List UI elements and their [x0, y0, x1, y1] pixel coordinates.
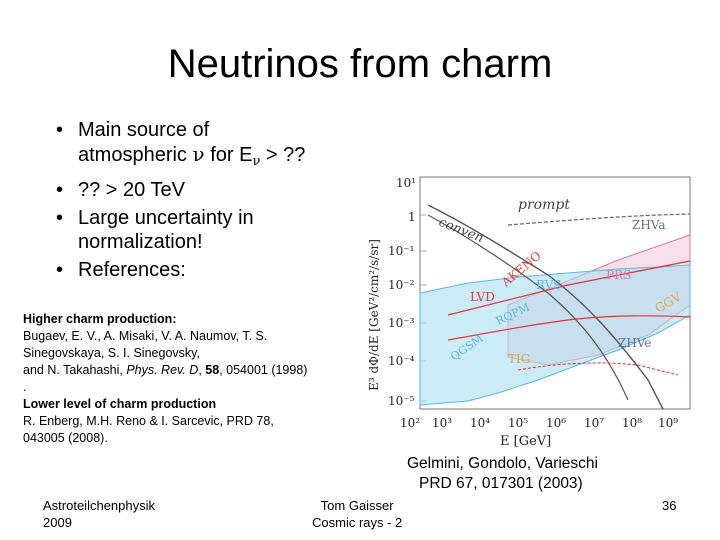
figure-x-tick: 10² — [400, 416, 420, 430]
bullet-text: References: — [78, 259, 186, 281]
figure-y-tick: 10⁻⁵ — [388, 394, 415, 408]
footer-center: Tom Gaisser Cosmic rays - 2 — [312, 497, 402, 531]
journal-volume: 58 — [205, 363, 220, 377]
footer-author: Tom Gaisser — [320, 498, 394, 513]
bullet-item: References: — [48, 258, 368, 282]
nu-symbol: ν — [192, 142, 205, 166]
reference-line: 043005 (2008). — [23, 431, 108, 445]
figure-y-tick: 10¹ — [396, 176, 416, 190]
figure-x-tick: 10⁴ — [470, 416, 490, 430]
label-rvs: RVS — [536, 278, 562, 292]
bullet-text: Large uncertainty in — [78, 207, 254, 229]
figure-x-tick: 10⁹ — [658, 416, 678, 430]
figure-x-tick: 10⁷ — [584, 416, 604, 430]
reference-line: R. Enberg, M.H. Reno & I. Sarcevic, PRD … — [23, 414, 274, 428]
bullet-item: ?? > 20 TeV — [48, 178, 368, 202]
label-tig: TIG — [508, 352, 530, 366]
prompt-band — [419, 264, 691, 406]
label-conven: conven — [437, 215, 486, 246]
slide-title: Neutrinos from charm — [167, 42, 553, 86]
label-lvd: LVD — [470, 290, 495, 304]
figure-credit: Gelmini, Gondolo, Varieschi PRD 67, 0173… — [407, 454, 598, 494]
red-model-curve — [517, 362, 679, 376]
footer-lecture: Cosmic rays - 2 — [312, 515, 403, 530]
reference-heading: Higher charm production: — [23, 312, 177, 326]
figure-x-tick: 10⁶ — [546, 416, 566, 430]
bullet-text-continued: atmospheric ν for Eν > ?? — [78, 142, 368, 174]
footer-left: Astroteilchenphysik 2009 — [43, 497, 155, 531]
figure-x-tick: 10³ — [432, 416, 452, 430]
figure-y-tick: 1 — [408, 210, 416, 224]
reference-heading: Lower level of charm production — [23, 397, 217, 411]
references-block: Higher charm production: Bugaev, E. V., … — [23, 311, 363, 447]
reference-line: Bugaev, E. V., A. Misaki, V. A. Naumov, … — [23, 329, 268, 343]
reference-line: Sinegovskaya, S. I. Sinegovsky, — [23, 346, 200, 360]
journal-name: Phys. Rev. D — [126, 363, 199, 377]
bullet-item: Large uncertainty in normalization! — [48, 206, 368, 254]
conventional-flux-curve — [427, 214, 629, 401]
label-zhve: ZHVe — [618, 336, 651, 350]
bullet-fragment: atmospheric — [78, 144, 193, 166]
figure-y-tick: 10⁻¹ — [388, 244, 414, 258]
bullet-text-continued: normalization! — [78, 231, 203, 253]
reference-fragment: and N. Takahashi, — [23, 363, 127, 377]
figure-y-tick: 10⁻² — [388, 278, 415, 292]
figure-x-tick: 10⁸ — [622, 416, 642, 430]
reference-line: and N. Takahashi, Phys. Rev. D, 58, 0540… — [23, 362, 363, 379]
credit-citation: PRD 67, 017301 (2003) — [419, 475, 583, 492]
footer-course: Astroteilchenphysik — [43, 498, 155, 513]
nu-subscript: ν — [252, 154, 261, 169]
label-prompt: prompt — [518, 197, 570, 213]
red-model-curve — [447, 315, 691, 341]
reference-fragment: , — [198, 363, 206, 377]
bullet-item: Main source of atmospheric ν for Eν > ?? — [48, 118, 368, 174]
label-zhva: ZHVa — [632, 218, 666, 232]
bullet-text: ?? > 20 TeV — [78, 179, 185, 201]
figure-x-tick: 10⁵ — [508, 416, 528, 430]
figure-y-tick: 10⁻³ — [388, 316, 415, 330]
conventional-flux-curve — [427, 204, 664, 410]
reference-dot: . — [23, 380, 27, 394]
page-number: 36 — [662, 498, 677, 513]
figure-y-tick: 10⁻⁴ — [388, 354, 415, 368]
figure-y-axis-label: E³ dΦ/dE [GeV²/cm²/s/sr] — [367, 239, 381, 391]
footer-year: 2009 — [43, 515, 72, 530]
bullet-fragment: for E — [204, 144, 253, 166]
credit-authors: Gelmini, Gondolo, Varieschi — [407, 455, 598, 472]
bullet-list: Main source of atmospheric ν for Eν > ??… — [48, 118, 368, 286]
red-model-curve — [447, 260, 691, 316]
label-prs: PRS — [606, 268, 631, 282]
reference-fragment: , 054001 (1998) — [219, 363, 308, 377]
neutrino-flux-figure: E³ dΦ/dE [GeV²/cm²/s/sr] 10¹ 1 10⁻¹ 10⁻²… — [367, 176, 691, 449]
figure-x-axis-label: E [GeV] — [500, 434, 551, 449]
bullet-text: Main source of — [78, 119, 210, 141]
prompt-flux-curve — [507, 213, 691, 226]
bullet-fragment: > ?? — [260, 144, 306, 166]
